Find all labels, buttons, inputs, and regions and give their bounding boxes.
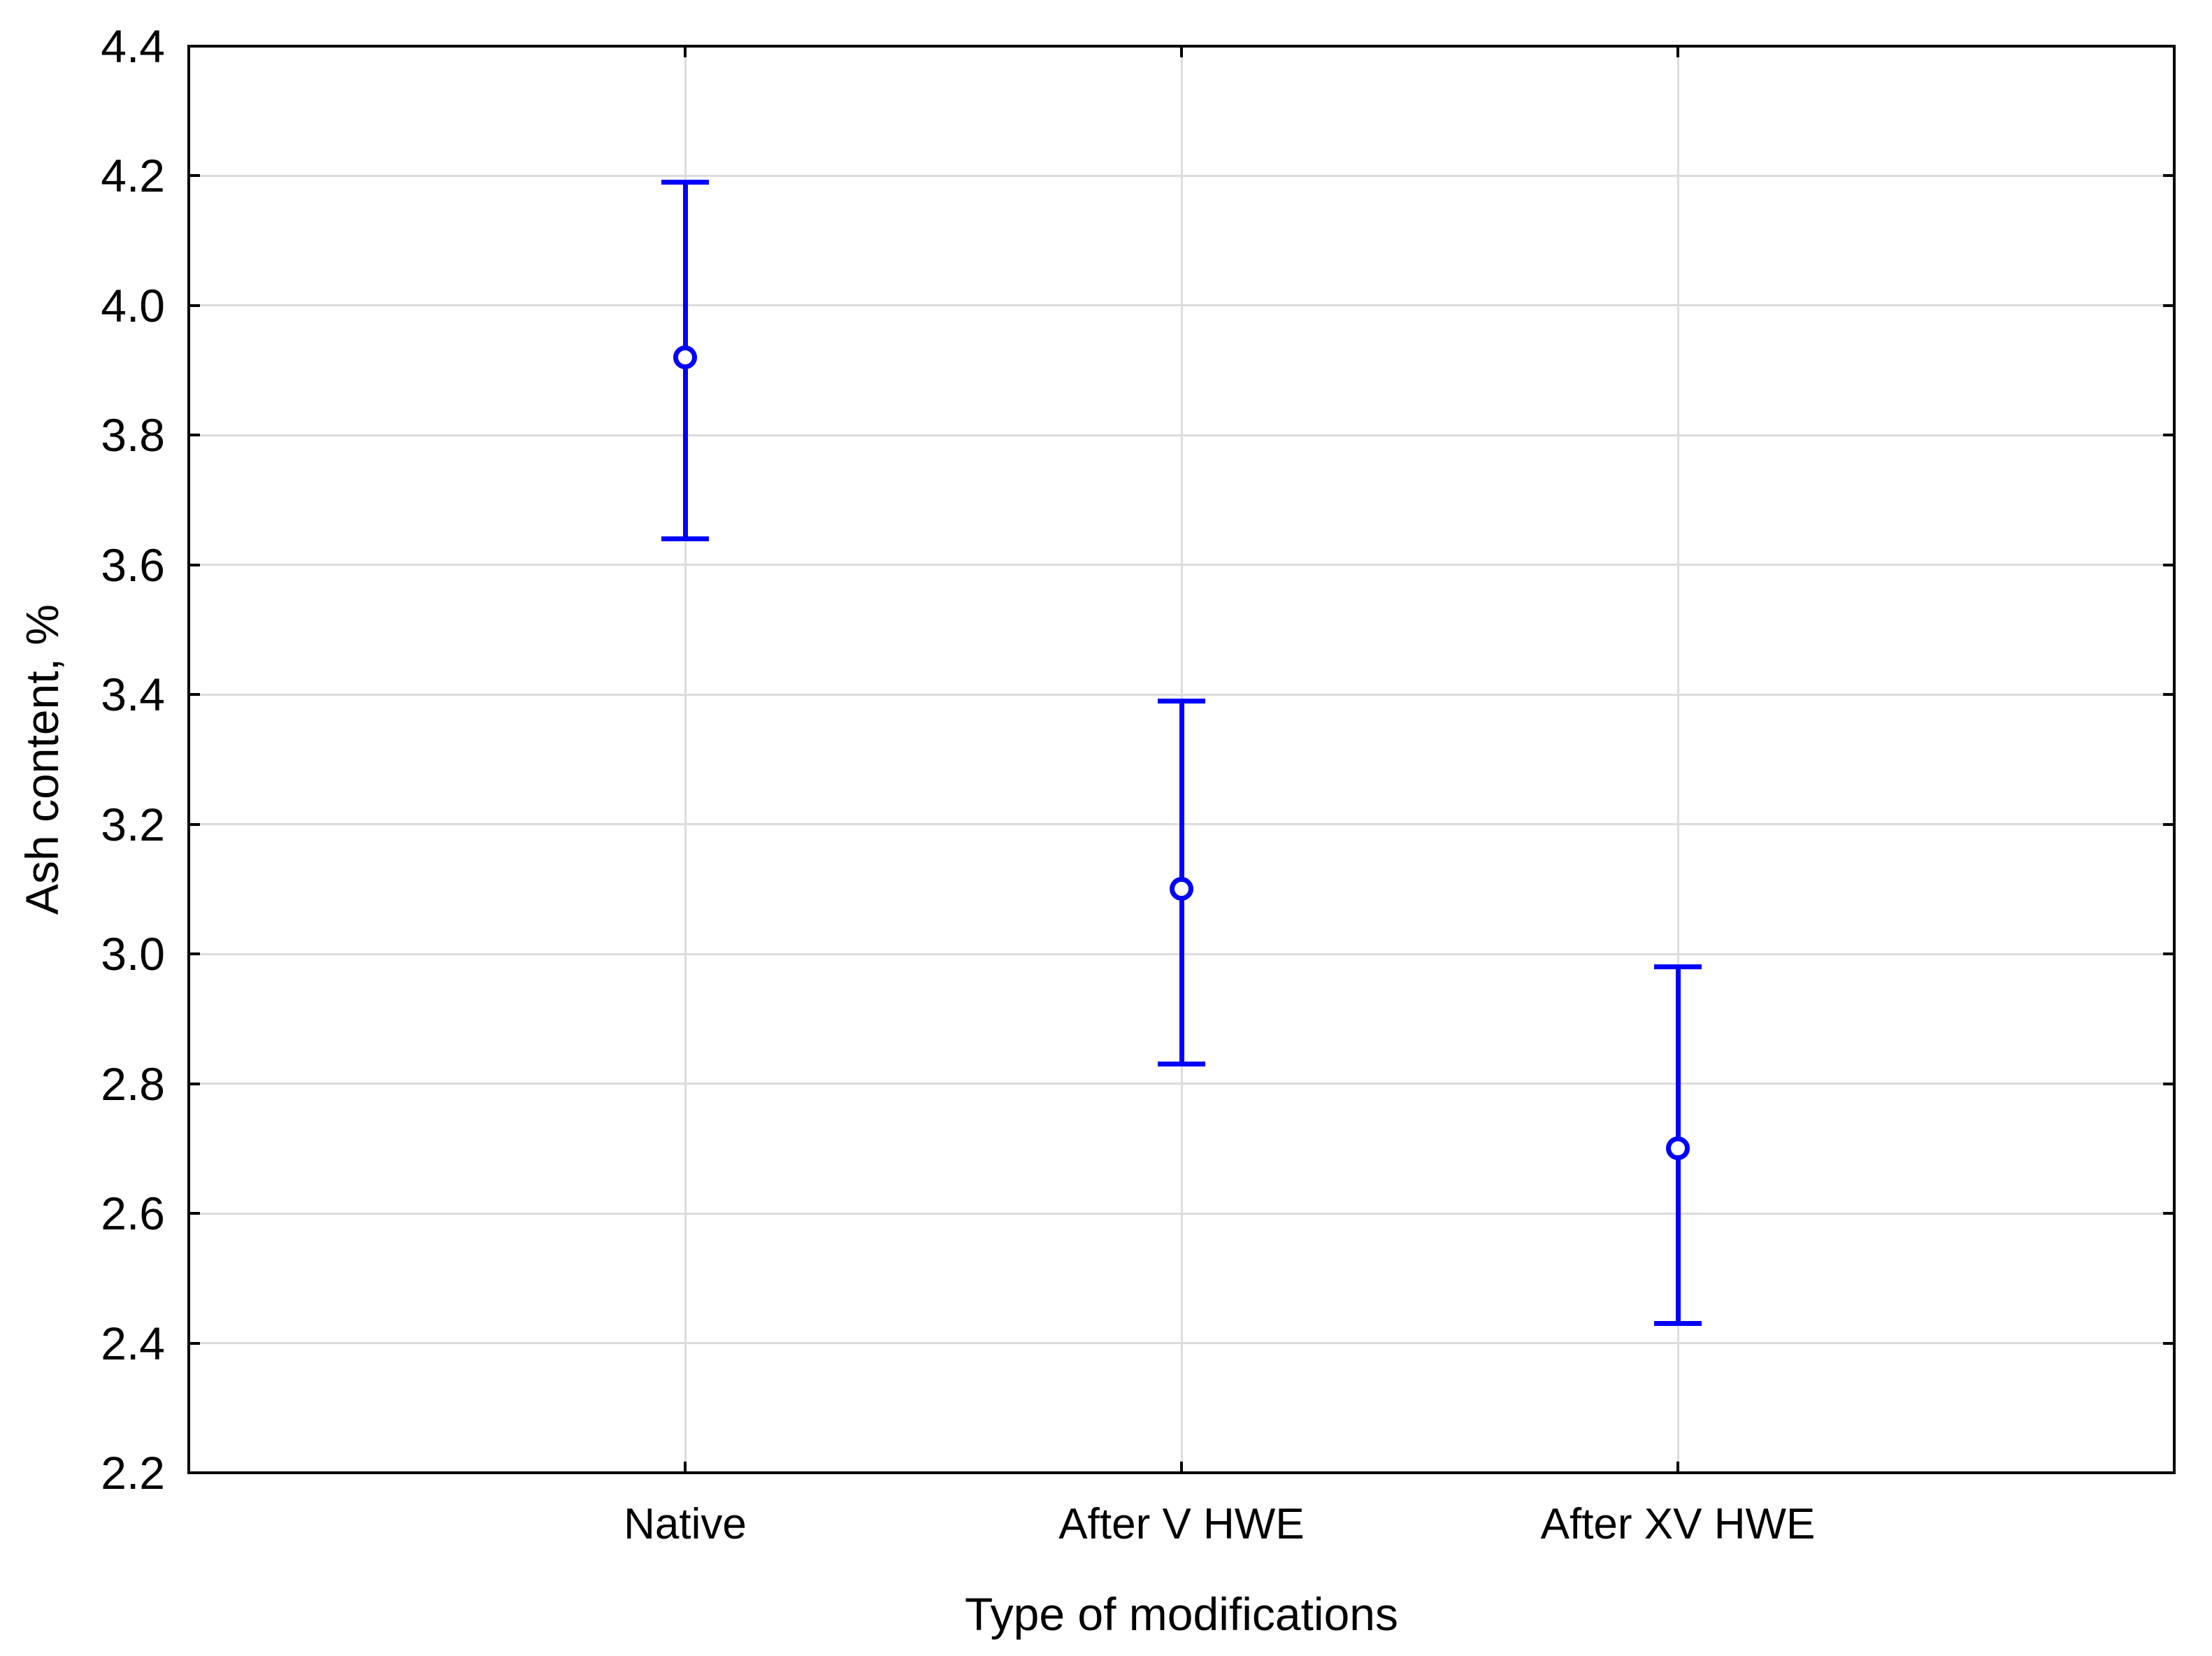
x-axis-tick-bottom [1676, 1462, 1679, 1473]
x-axis-tick-bottom [1180, 1462, 1183, 1473]
y-tick-label: 3.8 [101, 409, 165, 462]
x-tick-label: Native [624, 1500, 747, 1548]
y-axis-tick-right [2163, 434, 2174, 437]
y-tick-label: 3.4 [101, 669, 165, 721]
error-bar-cap-lower [661, 536, 709, 542]
error-bar-cap-upper [661, 180, 709, 185]
y-tick-label: 2.8 [101, 1057, 165, 1110]
error-bar-cap-lower [1158, 1062, 1205, 1067]
y-axis-tick-right [2163, 1082, 2174, 1085]
y-axis-tick-right [2163, 1212, 2174, 1215]
y-axis-tick-right [2163, 304, 2174, 307]
y-axis-tick-right [2163, 174, 2174, 178]
y-axis-tick-left [189, 563, 200, 566]
y-axis-tick-left [189, 434, 200, 437]
y-tick-label: 3.2 [101, 798, 165, 850]
y-tick-label: 3.6 [101, 538, 165, 591]
x-tick-label: After XV HWE [1540, 1500, 1816, 1548]
y-axis-tick-right [2163, 563, 2174, 566]
y-axis-tick-left [189, 822, 200, 826]
y-tick-label: 4.0 [101, 279, 165, 331]
y-tick-label: 4.4 [101, 20, 165, 72]
gridline-vertical [684, 46, 687, 1473]
error-bar-cap-upper [1158, 699, 1205, 704]
y-axis-tick-right [2163, 693, 2174, 697]
y-tick-label: 2.2 [101, 1447, 165, 1499]
y-axis-tick-right [2163, 822, 2174, 826]
y-axis-tick-left [189, 1341, 200, 1345]
y-tick-label: 3.0 [101, 928, 165, 980]
x-axis-tick-top [684, 46, 687, 57]
x-axis-tick-bottom [684, 1462, 687, 1473]
y-axis-tick-left [189, 952, 200, 956]
y-tick-label: 2.4 [101, 1317, 165, 1369]
y-axis-tick-left [189, 174, 200, 178]
y-axis-title: Ash content, % [16, 604, 68, 915]
y-axis-tick-right [2163, 952, 2174, 956]
x-tick-label: After V HWE [1058, 1500, 1305, 1548]
mean-marker [673, 345, 697, 370]
x-axis-title: Type of modifications [965, 1588, 1398, 1640]
y-axis-tick-left [189, 1082, 200, 1085]
mean-marker [1170, 877, 1193, 901]
y-axis-tick-left [189, 693, 200, 697]
y-axis-tick-left [189, 1212, 200, 1215]
x-axis-tick-top [1676, 46, 1679, 57]
y-tick-label: 4.2 [101, 150, 165, 202]
gridline-vertical [1676, 46, 1679, 1473]
x-axis-tick-top [1180, 46, 1183, 57]
y-axis-tick-left [189, 304, 200, 307]
y-tick-label: 2.6 [101, 1187, 165, 1240]
error-bar-cap-upper [1654, 964, 1702, 970]
error-bar-cap-lower [1654, 1321, 1702, 1327]
mean-marker [1666, 1136, 1690, 1161]
y-axis-tick-right [2163, 1341, 2174, 1345]
